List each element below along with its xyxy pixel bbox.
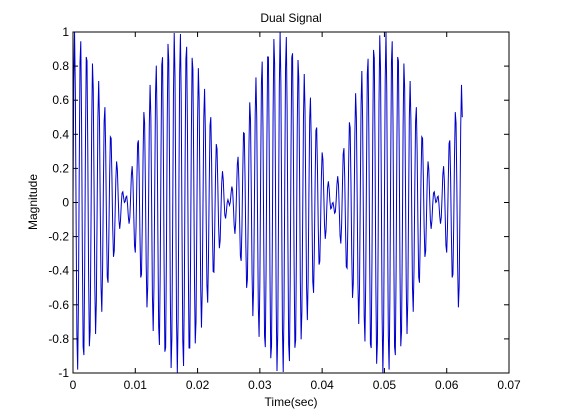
x-tick-label: 0.06 xyxy=(435,378,459,392)
y-tick-label: 0.4 xyxy=(52,127,69,141)
y-tick-label: 1 xyxy=(62,25,69,39)
y-tick-label: -1 xyxy=(58,366,69,380)
ticks-group: 0 0.01 0.02 0.03 0.04 0.05 0.06 0.07 1 0.8 0.6 0.4 0… xyxy=(48,25,521,392)
y-axis-label: Magnitude xyxy=(26,174,40,230)
x-axis-label: Time(sec) xyxy=(265,395,318,409)
x-tick-label: 0.04 xyxy=(310,378,334,392)
y-tick-label: -0.4 xyxy=(48,264,69,278)
x-tick-label: 0.02 xyxy=(186,378,210,392)
x-tick-label: 0 xyxy=(70,378,77,392)
y-tick-label: 0.8 xyxy=(52,59,69,73)
x-tick-label: 0.03 xyxy=(248,378,272,392)
plot-frame xyxy=(72,31,510,374)
y-tick-label: -0.8 xyxy=(48,332,69,346)
x-tick-label: 0.05 xyxy=(373,378,397,392)
y-tick-label: 0.6 xyxy=(52,93,69,107)
x-tick-label: 0.07 xyxy=(497,378,521,392)
series-group xyxy=(72,32,463,373)
y-tick-label: 0.2 xyxy=(52,161,69,175)
chart-title: Dual Signal xyxy=(260,11,321,25)
y-tick-label: -0.6 xyxy=(48,298,69,312)
y-tick-label: -0.2 xyxy=(48,230,69,244)
y-tick-label: 0 xyxy=(62,196,69,210)
signal-line xyxy=(72,32,463,373)
x-tick-label: 0.01 xyxy=(124,378,148,392)
